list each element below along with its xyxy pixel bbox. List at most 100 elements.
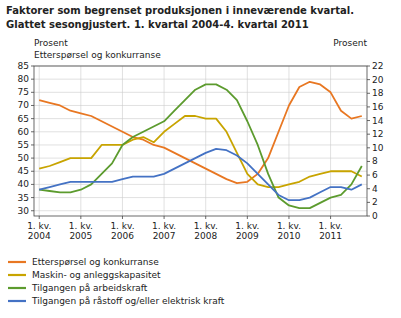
x-tick-label-line: 1. kv. — [235, 221, 259, 231]
x-tick — [80, 216, 81, 219]
x-grid-line — [330, 66, 331, 216]
x-grid-line — [247, 66, 248, 216]
x-tick — [122, 216, 123, 219]
y2-tick — [367, 66, 370, 67]
x-tick-label-line: 2008 — [194, 231, 217, 241]
y-grid-line — [34, 184, 367, 185]
grid — [34, 66, 367, 216]
x-tick — [205, 216, 206, 219]
y2-tick-label: 0 — [372, 211, 378, 221]
y-axis-label: Prosent — [34, 38, 68, 48]
y-tick — [31, 118, 34, 119]
y-tick-label: 50 — [18, 153, 30, 163]
y-grid-line — [34, 171, 367, 172]
y2-tick — [367, 216, 370, 217]
chart-container: Faktorer som begrenset produksjonen i in… — [0, 0, 401, 318]
legend-swatch — [8, 274, 26, 276]
y2-tick — [367, 134, 370, 135]
y2-tick-label: 16 — [372, 102, 384, 112]
x-grid-line — [80, 66, 81, 216]
x-grid-line — [205, 66, 206, 216]
y2-tick-label: 20 — [372, 75, 384, 85]
y-grid-line — [34, 131, 367, 132]
y2-tick-label: 18 — [372, 88, 384, 98]
y-tick-label: 45 — [18, 166, 29, 176]
y2-tick-label: 6 — [372, 170, 378, 180]
y2-tick — [367, 79, 370, 80]
y2-tick — [367, 93, 370, 94]
y-tick-label: 70 — [18, 100, 30, 110]
y2-tick — [367, 147, 370, 148]
y-grid-line — [34, 197, 367, 198]
x-tick-label-line: 1. kv. — [152, 221, 176, 231]
x-tick-label-line: 1. kv. — [69, 221, 93, 231]
legend-label: Etterspørsel og konkurranse — [32, 257, 159, 267]
y-tick-label: 60 — [18, 127, 30, 137]
y2-tick — [367, 106, 370, 107]
y-tick-label: 55 — [18, 140, 29, 150]
y2-axis-label: Prosent — [333, 38, 367, 48]
y-tick — [31, 66, 34, 67]
y-axis-label: Etterspørsel og konkurranse — [34, 50, 161, 60]
plot-frame — [34, 66, 367, 216]
series-line — [39, 149, 362, 200]
y-tick-label: 35 — [18, 193, 29, 203]
legend-label: Tilgangen på arbeidskraft — [31, 283, 148, 293]
y-tick — [31, 79, 34, 80]
y2-tick-label: 8 — [372, 156, 378, 166]
series-line — [39, 84, 362, 208]
x-tick-label-line: 1. kv. — [277, 221, 301, 231]
subtitle: Glattet sesongjustert. 1. kvartal 2004-4… — [6, 19, 309, 30]
y2-tick-label: 4 — [372, 184, 378, 194]
x-tick-label: 1. kv.2011 — [319, 221, 343, 241]
y-grid-line — [34, 79, 367, 80]
legend-swatch — [8, 261, 26, 263]
y2-tick — [367, 188, 370, 189]
x-tick-label-line: 2007 — [153, 231, 176, 241]
y-grid-line — [34, 118, 367, 119]
y-tick-label: 65 — [18, 114, 29, 124]
legend: Etterspørsel og konkurranseMaskin- og an… — [8, 257, 225, 306]
x-grid-line — [164, 66, 165, 216]
y-tick — [31, 105, 34, 106]
x-tick-label-line: 2010 — [278, 231, 301, 241]
y2-tick — [367, 120, 370, 121]
y2-tick — [367, 175, 370, 176]
x-tick-label-line: 2011 — [319, 231, 342, 241]
x-tick-label-line: 1. kv. — [27, 221, 51, 231]
x-tick — [330, 216, 331, 219]
x-tick-label: 1. kv.2009 — [235, 221, 259, 241]
series-line — [39, 116, 362, 187]
y-tick-label: 85 — [18, 61, 29, 71]
y2-tick-label: 14 — [372, 116, 384, 126]
y-grid-line — [34, 210, 367, 211]
x-tick — [164, 216, 165, 219]
series-group — [39, 82, 362, 208]
y-grid-line — [34, 92, 367, 93]
x-tick-label-line: 2005 — [69, 231, 92, 241]
y-grid-line — [34, 144, 367, 145]
y2-tick-label: 12 — [372, 129, 383, 139]
x-tick-label: 1. kv.2007 — [152, 221, 176, 241]
title: Faktorer som begrenset produksjonen i in… — [6, 5, 354, 16]
y2-tick-label: 2 — [372, 197, 378, 207]
y-tick-label: 80 — [18, 74, 30, 84]
legend-label: Tilgangen på råstoff og/eller elektrisk … — [31, 296, 225, 306]
y2-tick — [367, 161, 370, 162]
y2-tick-label: 10 — [372, 143, 384, 153]
y-tick — [31, 210, 34, 211]
x-tick — [39, 216, 40, 219]
x-tick-label: 1. kv.2010 — [277, 221, 301, 241]
x-tick-label-line: 1. kv. — [110, 221, 134, 231]
x-tick-label: 1. kv.2004 — [27, 221, 51, 241]
y-tick — [31, 92, 34, 93]
x-grid-line — [122, 66, 123, 216]
y2-tick-label: 22 — [372, 61, 383, 71]
x-tick-label-line: 2004 — [28, 231, 51, 241]
x-tick-label: 1. kv.2006 — [110, 221, 134, 241]
x-tick-label: 1. kv.2008 — [194, 221, 218, 241]
x-tick-label-line: 1. kv. — [319, 221, 343, 231]
legend-swatch — [8, 300, 26, 302]
y-tick — [31, 197, 34, 198]
y-tick-label: 30 — [18, 206, 30, 216]
